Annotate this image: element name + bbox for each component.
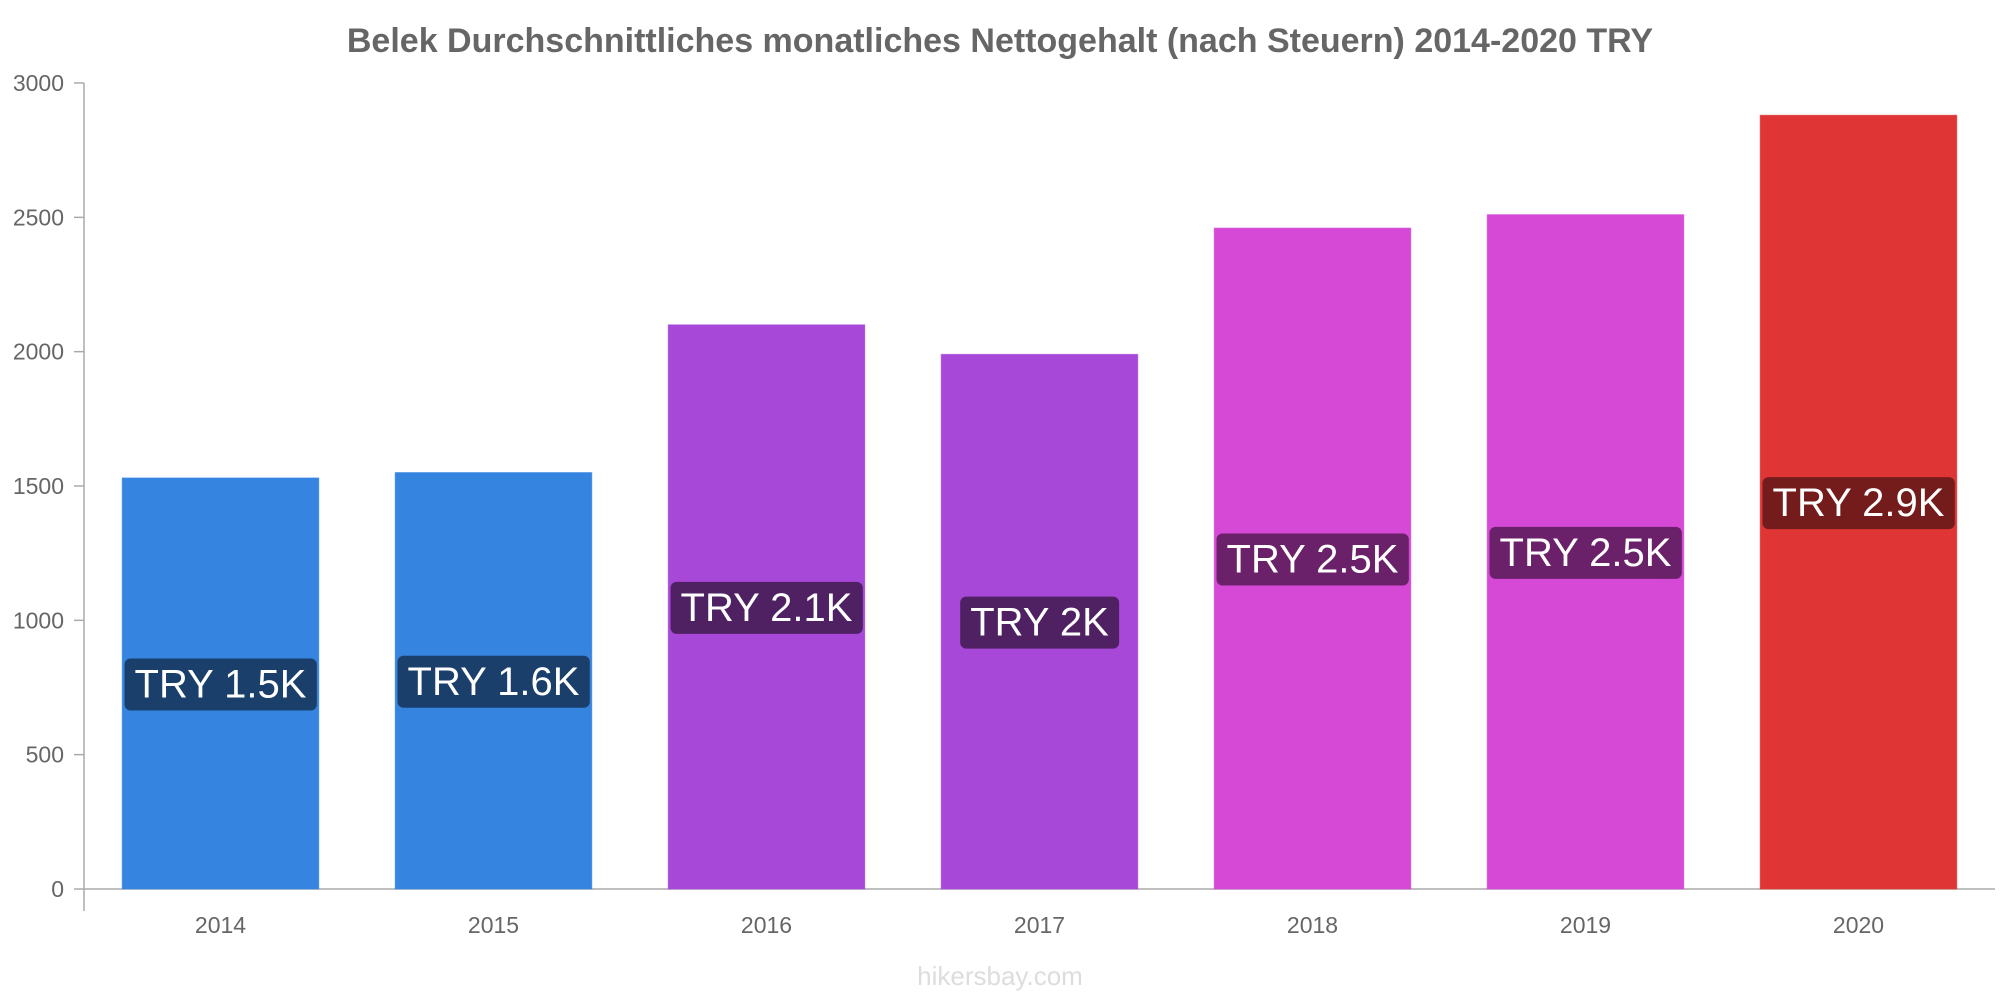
x-tick-label-2019: 2019 <box>1560 912 1611 938</box>
watermark: hikersbay.com <box>917 961 1083 991</box>
y-tick-label: 2000 <box>13 339 64 365</box>
y-axis: 0 500 1000 1500 2000 2500 3000 <box>13 70 85 911</box>
x-tick-label-2020: 2020 <box>1833 912 1884 938</box>
value-label-text: TRY 2K <box>970 601 1109 645</box>
x-tick-label-2014: 2014 <box>195 912 246 938</box>
y-tick-label: 500 <box>26 742 64 768</box>
x-tick-label-2017: 2017 <box>1014 912 1065 938</box>
x-tick-label-2015: 2015 <box>468 912 519 938</box>
y-tick-label: 3000 <box>13 70 64 96</box>
value-label-2017: TRY 2K <box>960 596 1120 649</box>
x-tick-label-2016: 2016 <box>741 912 792 938</box>
value-label-box <box>670 581 863 634</box>
value-label-text: TRY 2.5K <box>1500 531 1672 575</box>
value-label-2014: TRY 1.5K <box>124 658 317 711</box>
value-label-text: TRY 1.5K <box>135 662 307 706</box>
value-label-2015: TRY 1.6K <box>397 655 590 708</box>
value-label-box <box>124 658 317 711</box>
x-axis: 2014 2015 2016 2017 2018 2019 2020 <box>84 888 1995 938</box>
x-tick-label-2018: 2018 <box>1287 912 1338 938</box>
value-label-2020: TRY 2.9K <box>1762 477 1955 530</box>
value-label-box <box>1216 533 1409 586</box>
bars-group <box>121 114 1958 890</box>
value-label-text: TRY 2.9K <box>1773 481 1945 525</box>
value-label-box <box>1489 526 1682 579</box>
value-label-text: TRY 1.6K <box>408 660 580 704</box>
y-tick-label: 1500 <box>13 473 64 499</box>
value-label-2018: TRY 2.5K <box>1216 533 1409 586</box>
value-label-2016: TRY 2.1K <box>670 581 863 634</box>
y-tick-label: 1000 <box>13 607 64 633</box>
chart-title: Belek Durchschnittliches monatliches Net… <box>347 22 1654 60</box>
value-label-box <box>397 655 590 708</box>
value-label-box <box>1762 477 1955 530</box>
value-labels-group: TRY 1.5K TRY 1.6K TRY 2.1K TRY 2K TRY 2.5K TR… <box>124 477 1955 711</box>
value-label-text: TRY 2.1K <box>681 586 853 630</box>
value-label-2019: TRY 2.5K <box>1489 526 1682 579</box>
y-tick-label: 0 <box>51 876 64 902</box>
y-tick-label: 2500 <box>13 204 64 230</box>
value-label-text: TRY 2.5K <box>1227 538 1399 582</box>
value-label-box <box>960 596 1120 649</box>
